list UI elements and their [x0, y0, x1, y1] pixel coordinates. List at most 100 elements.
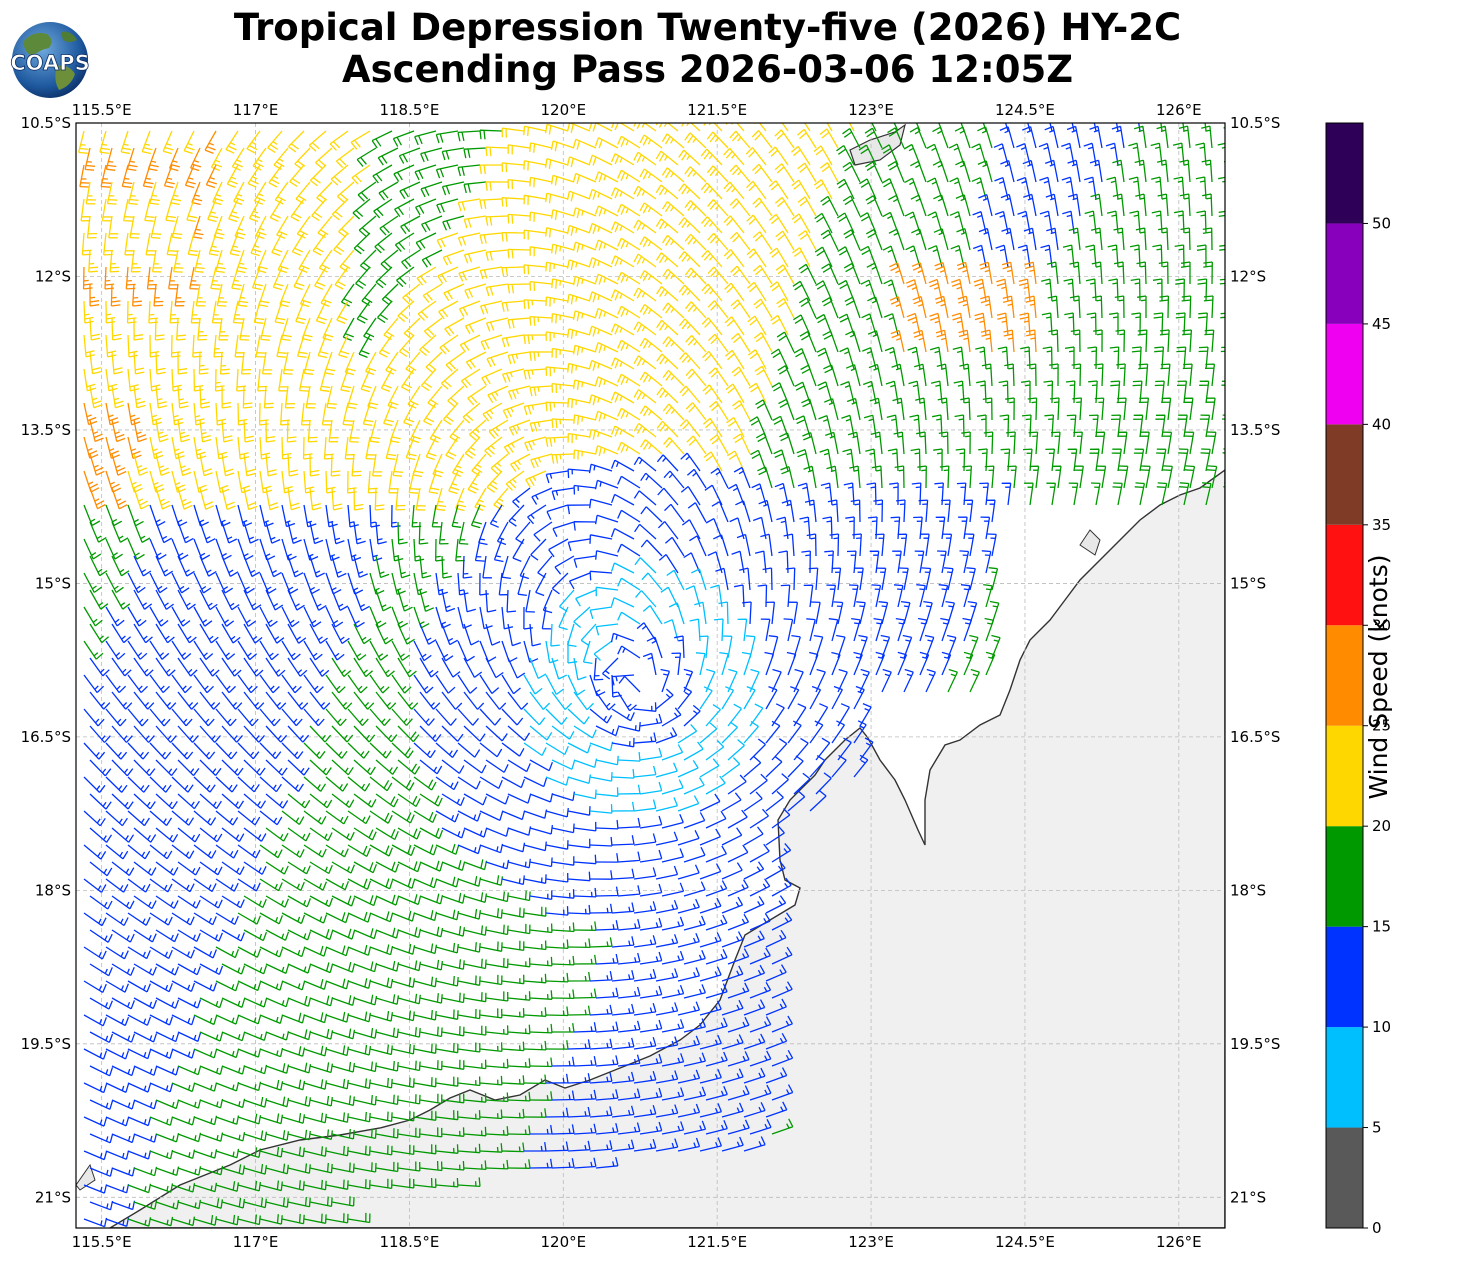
wind-barb — [662, 336, 685, 353]
wind-barb — [783, 618, 794, 642]
wind-barb — [567, 674, 586, 696]
wind-barb — [105, 674, 127, 694]
wind-barb — [699, 932, 722, 948]
wind-barb — [721, 792, 742, 812]
wind-barb — [1000, 193, 1015, 217]
wind-barb — [1135, 193, 1147, 217]
wind-barb — [325, 844, 349, 858]
wind-barb — [633, 765, 657, 778]
wind-barb — [170, 334, 181, 358]
wind-barb — [892, 397, 905, 421]
wind-barb — [903, 668, 914, 693]
wind-barb — [149, 538, 167, 560]
wind-barb — [468, 419, 487, 441]
wind-barb — [594, 376, 619, 388]
title-line-1: Tropical Depression Twenty-five (2026) H… — [233, 6, 1182, 49]
wind-barb — [501, 940, 525, 952]
wind-barb — [1004, 363, 1015, 387]
wind-barb — [892, 550, 902, 574]
wind-barb — [482, 402, 503, 422]
wind-barb — [595, 550, 619, 560]
wind-barb — [435, 843, 460, 855]
wind-barb — [633, 901, 657, 914]
wind-barb — [699, 686, 713, 710]
wind-barb — [771, 912, 793, 931]
wind-barb — [243, 827, 267, 842]
wind-barb — [83, 1082, 108, 1094]
wind-barb — [126, 147, 138, 172]
wind-barb — [413, 538, 425, 562]
wind-barb — [1176, 346, 1187, 370]
wind-barb — [221, 861, 245, 876]
wind-barb — [479, 941, 503, 952]
wind-barb — [428, 470, 440, 495]
wind-barb — [151, 249, 163, 273]
wind-barb — [523, 742, 547, 757]
lon-tick-top-4: 121.5°E — [687, 101, 747, 119]
wind-barb — [934, 482, 944, 506]
wind-barb — [391, 1178, 415, 1189]
wind-barb — [336, 300, 349, 325]
lon-tick-top-7: 126°E — [1156, 101, 1202, 119]
wind-barb — [678, 251, 701, 268]
wind-barb — [567, 362, 591, 374]
wind-barb — [743, 861, 765, 880]
wind-barb — [303, 978, 328, 991]
wind-barb — [1177, 414, 1188, 438]
colorbar-tick-label-3: 15 — [1372, 918, 1391, 936]
wind-barb — [287, 963, 312, 974]
wind-barb — [353, 861, 378, 874]
wind-barb — [171, 1082, 196, 1093]
wind-barb — [339, 249, 355, 273]
wind-barb — [353, 928, 378, 940]
wind-barb — [177, 453, 192, 477]
wind-barb — [523, 708, 546, 726]
wind-barb — [639, 134, 663, 149]
wind-barb — [347, 844, 371, 857]
wind-barb — [617, 784, 641, 795]
wind-barb — [1156, 159, 1169, 183]
wind-barb — [243, 521, 259, 544]
wind-barb — [1160, 363, 1171, 387]
wind-barb — [250, 232, 262, 257]
wind-barb — [727, 703, 743, 727]
wind-barb — [1090, 227, 1103, 251]
wind-barb — [749, 808, 769, 829]
wind-barb — [523, 906, 547, 917]
wind-barb — [893, 584, 904, 608]
wind-barb — [351, 164, 371, 185]
wind-barb — [545, 1107, 569, 1118]
wind-barb — [243, 793, 267, 809]
wind-barb — [853, 720, 867, 744]
wind-barb — [718, 601, 729, 625]
wind-barb — [683, 846, 706, 863]
wind-barb — [686, 468, 707, 489]
wind-barb — [951, 312, 965, 336]
wind-barb — [441, 555, 452, 579]
wind-barb — [765, 685, 778, 710]
wind-barb — [831, 754, 847, 778]
wind-barb — [436, 198, 459, 214]
wind-barb — [347, 1145, 371, 1156]
wind-barb — [973, 278, 987, 302]
wind-barb — [239, 317, 250, 341]
wind-barb — [405, 351, 421, 375]
wind-barb — [798, 297, 817, 319]
wind-barb — [733, 466, 751, 489]
wind-barb — [353, 555, 368, 578]
wind-barb — [259, 946, 284, 958]
wind-barb — [566, 293, 591, 305]
wind-barb — [705, 949, 728, 965]
wind-barb — [369, 1077, 393, 1089]
wind-barb — [523, 1040, 547, 1051]
wind-barb — [347, 708, 369, 727]
lat-tick-right-4: 16.5°S — [1230, 728, 1280, 746]
wind-barb — [611, 153, 635, 166]
wind-barb — [573, 1055, 597, 1067]
wind-barb — [662, 302, 685, 319]
wind-barb — [99, 130, 110, 155]
wind-barb — [1027, 397, 1038, 421]
wind-barb — [243, 759, 266, 776]
wind-barb — [507, 725, 531, 741]
lat-tick-left-6: 19.5°S — [21, 1035, 71, 1053]
